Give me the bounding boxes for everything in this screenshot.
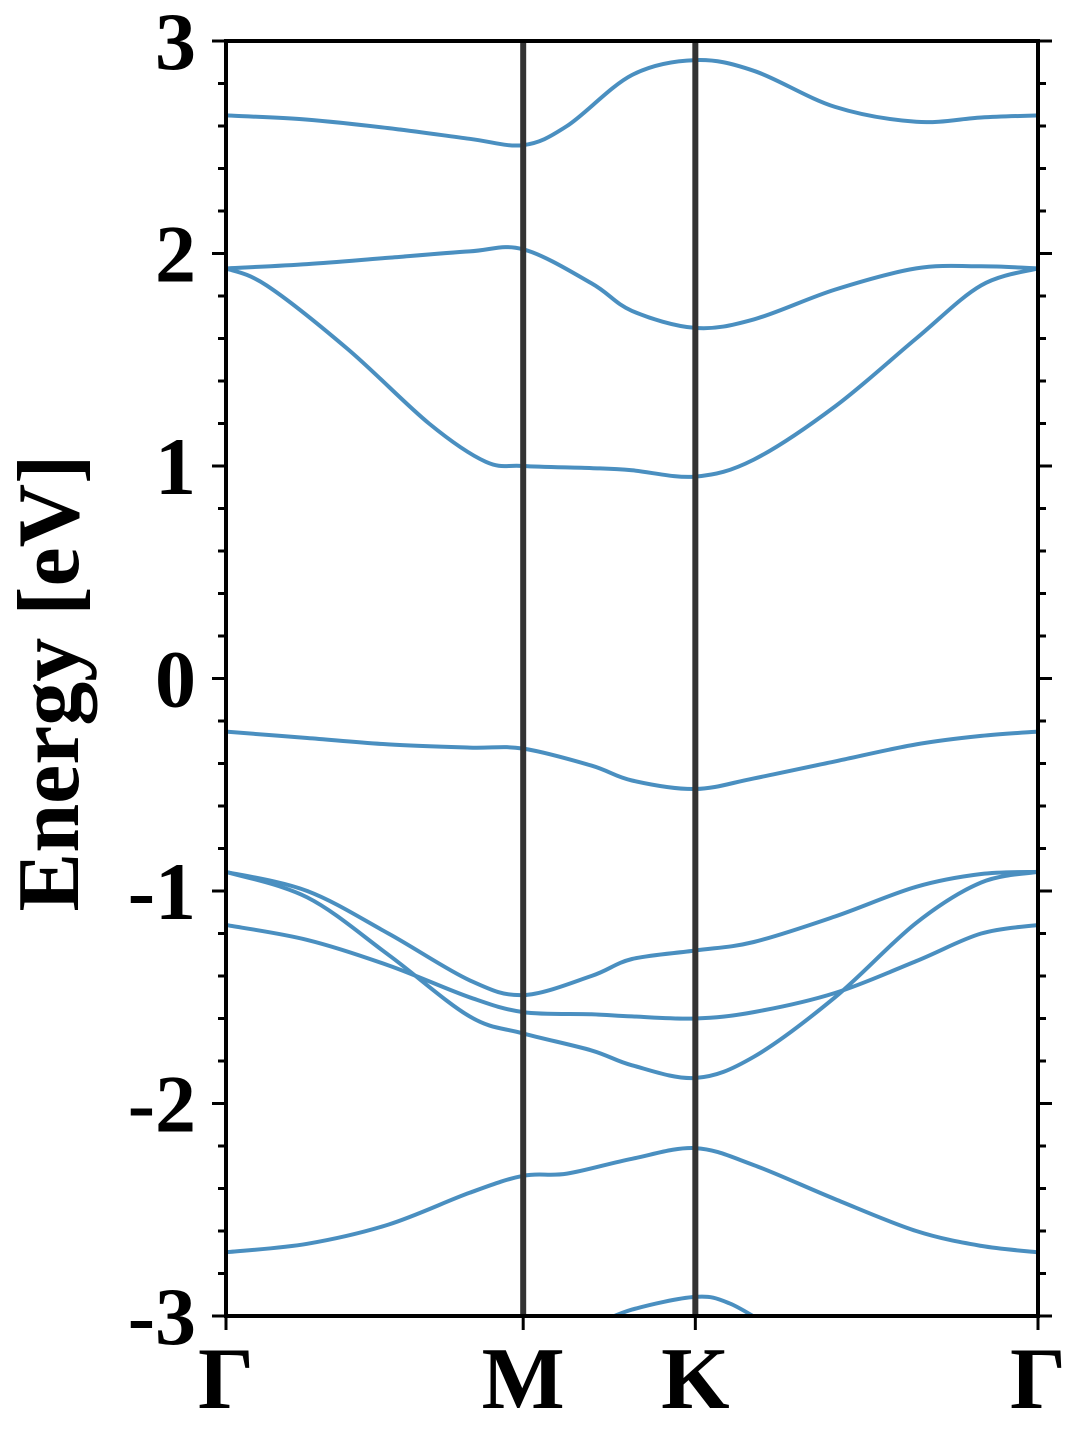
y-axis-title: Energy [eV] xyxy=(1,455,98,912)
band-line-6 xyxy=(226,266,1038,479)
band-line-5 xyxy=(226,729,1038,792)
band-line-4 xyxy=(226,869,1038,998)
y-tick-label: 1 xyxy=(155,421,196,512)
band-line-7 xyxy=(226,245,1038,331)
y-tick-label: -1 xyxy=(128,846,196,937)
x-tick-label-K: K xyxy=(661,1331,729,1428)
dividers-layer xyxy=(520,41,699,1316)
y-tick-label: -2 xyxy=(128,1059,196,1150)
y-tick-label: 3 xyxy=(155,0,196,87)
y-tick-label: 0 xyxy=(155,634,196,725)
band-line-8 xyxy=(226,58,1038,148)
band-line-2 xyxy=(226,923,1038,1021)
band-line-3 xyxy=(226,869,1038,1081)
x-tick-label-Γ: Γ xyxy=(1010,1331,1066,1428)
band-line-1 xyxy=(226,1146,1038,1255)
y-tick-label: 2 xyxy=(155,209,196,300)
y-axis: 3 2 1 0 -1 -2 -3 xyxy=(128,0,1052,1362)
y-tick-label: -3 xyxy=(128,1271,196,1362)
x-tick-label-Γ: Γ xyxy=(198,1331,254,1428)
x-tick-label-M: M xyxy=(482,1331,565,1428)
